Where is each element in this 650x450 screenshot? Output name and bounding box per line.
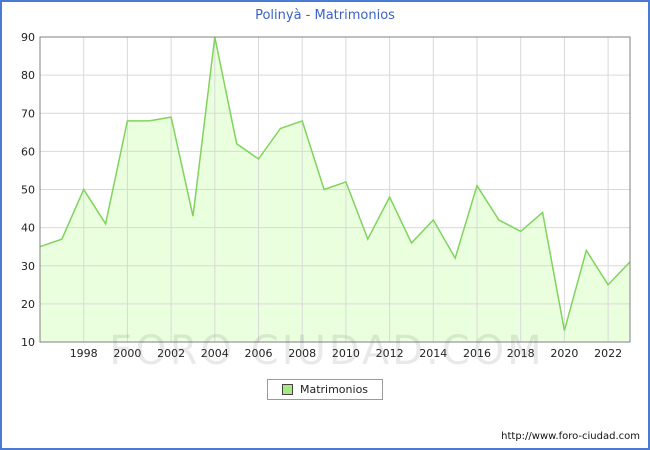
svg-text:2016: 2016 (463, 347, 491, 360)
legend: Matrimonios (266, 379, 384, 400)
svg-text:40: 40 (21, 222, 35, 235)
svg-text:2012: 2012 (376, 347, 404, 360)
svg-text:2020: 2020 (550, 347, 578, 360)
svg-text:2008: 2008 (288, 347, 316, 360)
svg-text:2002: 2002 (157, 347, 185, 360)
svg-text:60: 60 (21, 145, 35, 158)
svg-text:10: 10 (21, 336, 35, 349)
svg-text:2018: 2018 (507, 347, 535, 360)
svg-text:1998: 1998 (70, 347, 98, 360)
svg-text:2000: 2000 (113, 347, 141, 360)
legend-row: Matrimonios (2, 379, 648, 400)
svg-text:2022: 2022 (594, 347, 622, 360)
svg-text:2004: 2004 (201, 347, 229, 360)
svg-text:50: 50 (21, 184, 35, 197)
svg-text:2010: 2010 (332, 347, 360, 360)
svg-text:2014: 2014 (419, 347, 447, 360)
svg-text:2006: 2006 (245, 347, 273, 360)
footer-url: http://www.foro-ciudad.com (501, 431, 640, 442)
svg-text:90: 90 (21, 31, 35, 44)
svg-text:70: 70 (21, 107, 35, 120)
chart-title: Polinyà - Matrimonios (255, 8, 395, 23)
svg-text:30: 30 (21, 260, 35, 273)
svg-text:20: 20 (21, 298, 35, 311)
legend-label: Matrimonios (299, 383, 369, 396)
legend-swatch (281, 384, 293, 395)
svg-text:80: 80 (21, 69, 35, 82)
